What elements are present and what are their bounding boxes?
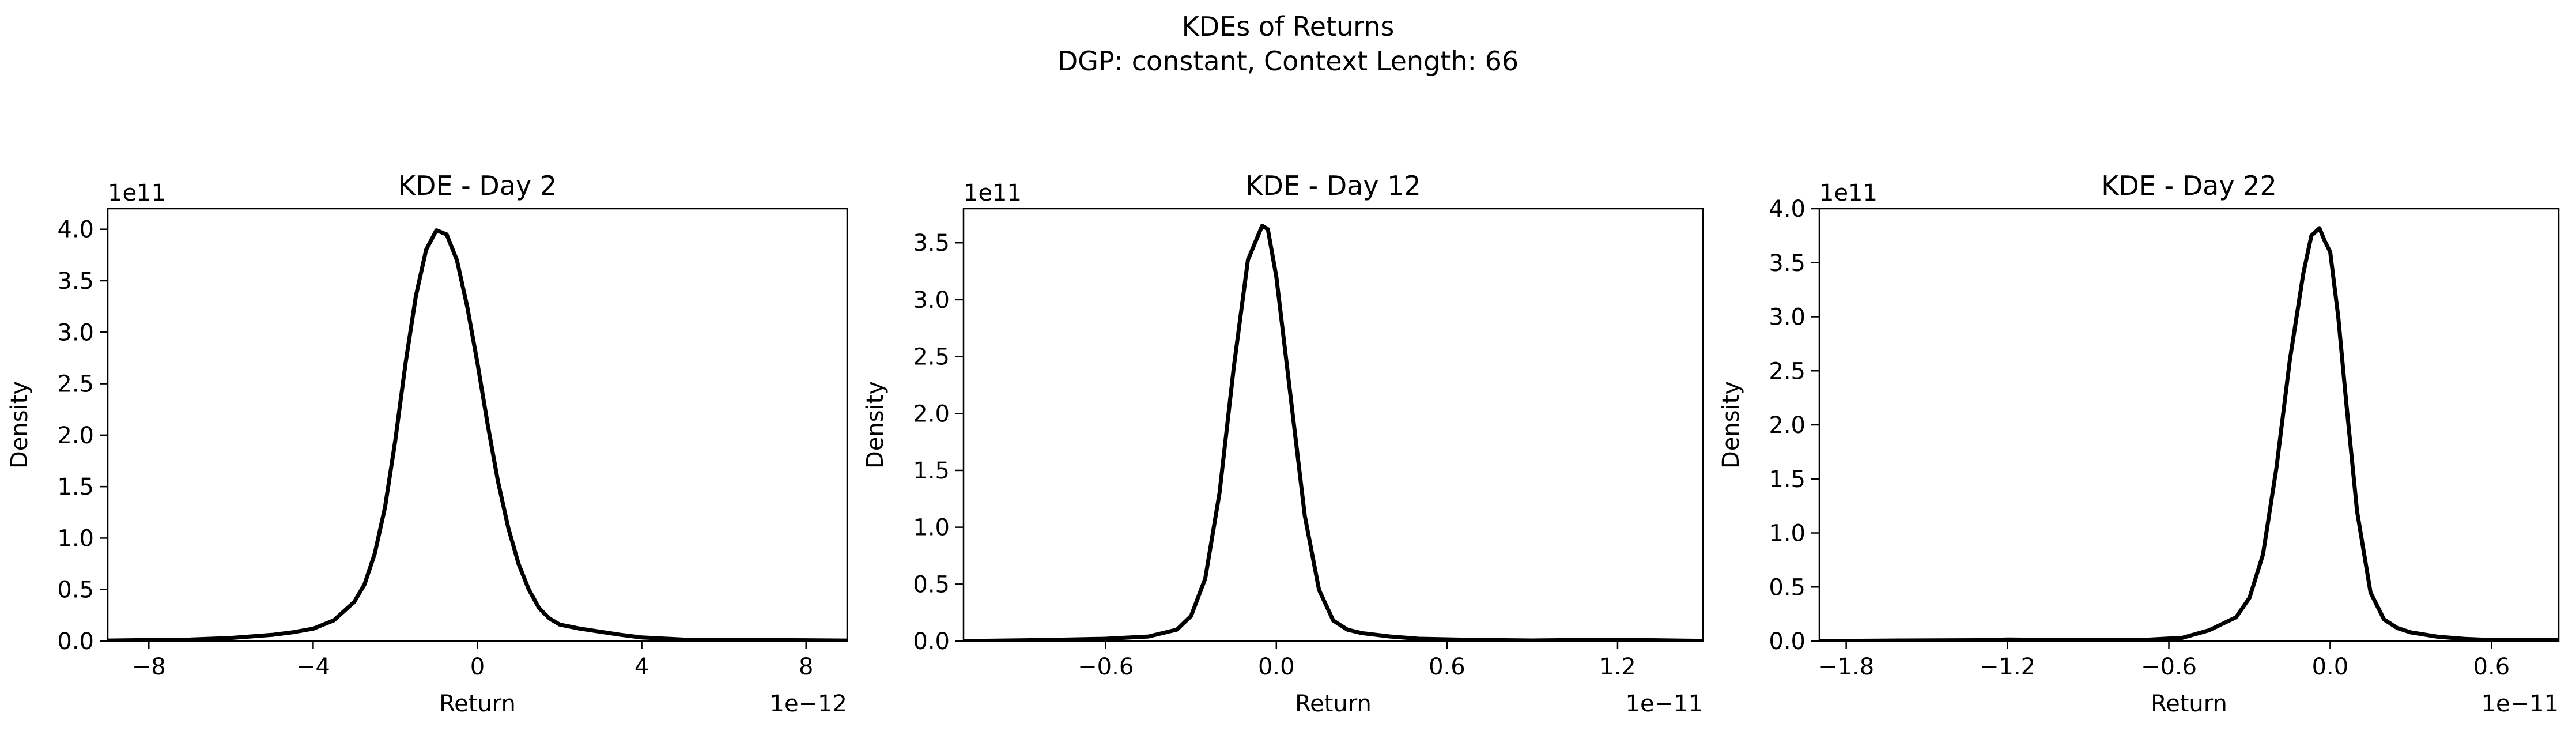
axes-frame — [962, 208, 1704, 642]
x-axis-label: Return — [1295, 691, 1372, 717]
y-tick-label: 2.0 — [913, 401, 950, 427]
axes-frame — [1818, 208, 2560, 642]
x-tick-label: −0.6 — [1078, 654, 1134, 680]
y-tick-label: 0.5 — [913, 571, 950, 598]
y-tick-label: 1.5 — [913, 458, 950, 484]
y-tick-label: 3.0 — [913, 287, 950, 314]
y-tick-label: 0.0 — [1769, 628, 1806, 655]
figure-suptitle-line2: DGP: constant, Context Length: 66 — [1057, 46, 1519, 77]
y-tick-label: 3.5 — [57, 268, 94, 295]
kde-curve-0 — [964, 224, 1703, 641]
kde-panel-day-22: −1.8 −1.2 −0.6 0.0 0.6 0.0 0.5 1.0 1.5 2.0 2.5 3.0 3… — [1718, 170, 2560, 717]
kde-curve-0 — [108, 228, 847, 641]
x-tick-label: 0.0 — [2312, 654, 2349, 680]
x-tick-label: 0.6 — [1429, 654, 1465, 680]
y-axis-label: Density — [6, 381, 33, 469]
panel-title: KDE - Day 12 — [1245, 170, 1421, 201]
kde-panel-day-12: −0.6 0.0 0.6 1.2 0.0 0.5 1.0 1.5 2.0 2.5 3.0 3.5 KDE… — [862, 170, 1704, 717]
x-scale-label: 1e−11 — [1626, 691, 1703, 717]
y-tick-label: 1.5 — [57, 474, 94, 500]
x-tick-label: −8 — [132, 654, 166, 680]
y-tick-label: 3.5 — [913, 230, 950, 257]
x-axis-label: Return — [2151, 691, 2227, 717]
y-tick-label: 1.0 — [57, 525, 94, 552]
panel-title: KDE - Day 22 — [2101, 170, 2276, 201]
kde-curve-0 — [1819, 226, 2559, 641]
y-tick-label: 3.0 — [1769, 304, 1806, 331]
x-tick-label: 1.2 — [1599, 654, 1636, 680]
x-tick-label: 0 — [470, 654, 485, 680]
x-tick-label: 8 — [799, 654, 813, 680]
y-tick-label: 2.5 — [57, 371, 94, 398]
y-tick-label: 3.0 — [57, 319, 94, 346]
y-tick-label: 0.0 — [57, 628, 94, 655]
y-tick-label: 1.5 — [1769, 466, 1806, 493]
figure-suptitle-line1: KDEs of Returns — [1182, 11, 1395, 42]
y-tick-label: 2.0 — [57, 423, 94, 449]
y-tick-label: 1.0 — [913, 515, 950, 541]
y-tick-label: 3.5 — [1769, 250, 1806, 277]
x-tick-label: 0.0 — [1258, 654, 1295, 680]
y-tick-label: 0.0 — [913, 628, 950, 655]
y-tick-label: 1.0 — [1769, 521, 1806, 547]
y-scale-label: 1e11 — [964, 180, 1022, 206]
x-tick-label: −1.8 — [1818, 654, 1874, 680]
y-axis-label: Density — [1718, 381, 1744, 469]
y-axis-label: Density — [862, 381, 889, 469]
y-tick-label: 2.0 — [1769, 412, 1806, 439]
x-scale-label: 1e−11 — [2481, 691, 2559, 717]
y-tick-label: 0.5 — [57, 577, 94, 604]
x-tick-label: −4 — [296, 654, 330, 680]
x-axis-label: Return — [439, 691, 516, 717]
x-tick-label: −0.6 — [2141, 654, 2197, 680]
x-tick-label: −1.2 — [1980, 654, 2035, 680]
x-scale-label: 1e−12 — [770, 691, 847, 717]
y-tick-label: 4.0 — [57, 217, 94, 243]
x-tick-label: 0.6 — [2473, 654, 2510, 680]
axes-frame — [107, 208, 848, 642]
y-tick-label: 2.5 — [1769, 358, 1806, 385]
y-tick-label: 4.0 — [1769, 196, 1806, 223]
y-scale-label: 1e11 — [1819, 180, 1878, 206]
panel-title: KDE - Day 2 — [398, 170, 557, 201]
y-scale-label: 1e11 — [108, 180, 166, 206]
y-tick-label: 0.5 — [1769, 574, 1806, 601]
kde-panel-day-2: −8 −4 0 4 8 0.0 0.5 1.0 1.5 2.0 2.5 3.0 3.5 4.0 KDE - … — [6, 170, 848, 717]
x-tick-label: 4 — [634, 654, 649, 680]
y-tick-label: 2.5 — [913, 344, 950, 371]
